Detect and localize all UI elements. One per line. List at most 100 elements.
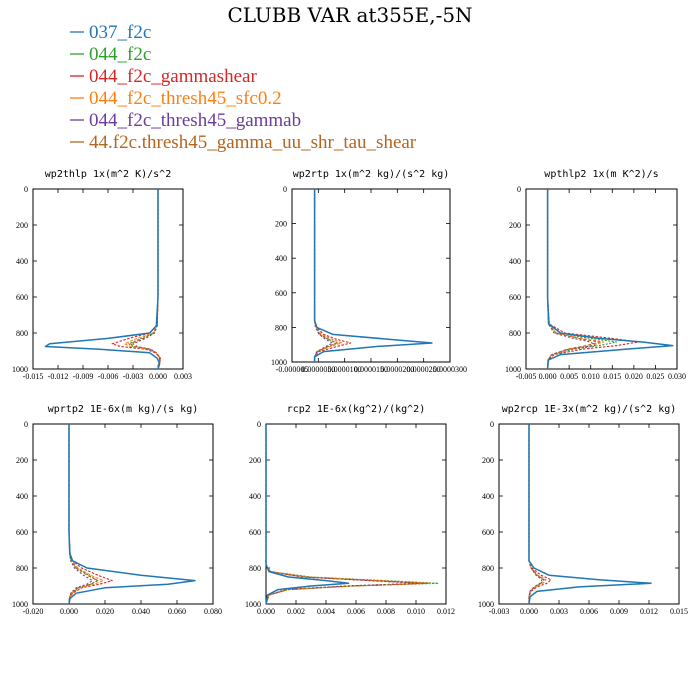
series-line: [313, 189, 433, 362]
chart-panel: wp2rcp 1E-3x(m^2 kg)/(s^2 kg) 0 200 400 600 8…: [478, 404, 688, 616]
x-tick-label: 0.0000100: [328, 365, 362, 374]
series-line: [528, 424, 547, 604]
legend-label: 044_f2c_thresh45_sfc0.2: [89, 88, 282, 109]
y-tick-label: 400: [249, 492, 261, 501]
x-tick-label: 0.0000050: [301, 365, 335, 374]
y-tick-label: 0: [490, 420, 494, 429]
legend-label: 044_f2c_gammashear: [89, 66, 257, 87]
x-tick-label: -0.012: [48, 372, 69, 381]
legend-label: 44.f2c.thresh45_gamma_uu_shr_tau_shear: [89, 132, 417, 153]
plot-frame: [498, 423, 680, 605]
legend-label: 044_f2c: [89, 44, 151, 65]
series-line: [528, 424, 543, 604]
y-tick-label: 800: [16, 564, 28, 573]
chart-panel: wprtp2 1E-6x(m kg)/(s kg) 0 200 400 600 800 10…: [12, 404, 222, 616]
y-tick-label: 400: [16, 257, 28, 266]
panel-title: rcp2 1E-6x(kg^2)/(kg^2): [287, 404, 425, 415]
series-line: [265, 424, 429, 605]
x-tick-label: 0.010: [407, 607, 425, 616]
x-tick-label: 0.000: [539, 372, 557, 381]
x-tick-label: 0.080: [204, 607, 222, 616]
y-tick-label: 800: [275, 323, 287, 332]
y-tick-label: 400: [509, 257, 521, 266]
x-tick-label: 0.006: [347, 607, 365, 616]
series-line: [68, 424, 93, 605]
y-tick-label: 0: [283, 185, 287, 194]
series-line: [68, 424, 104, 605]
legend: 037_f2c044_f2c044_f2c_gammashear044_f2c_…: [70, 22, 417, 153]
panel-title: wp2rtp 1x(m^2 kg)/(s^2 kg): [293, 169, 450, 180]
x-tick-label: 0.025: [646, 372, 664, 381]
series-line: [129, 189, 162, 370]
x-tick-label: 0.0000200: [380, 365, 414, 374]
y-tick-label: 600: [482, 528, 494, 537]
legend-item: 044_f2c_gammashear: [70, 66, 257, 87]
y-tick-label: 800: [16, 329, 28, 338]
series-line: [265, 424, 350, 605]
x-tick-label: 0.005: [560, 372, 578, 381]
x-tick-label: -0.005: [516, 372, 537, 381]
x-tick-label: 0.0000300: [433, 365, 467, 374]
x-tick-label: -0.003: [123, 372, 144, 381]
x-tick-label: 0.015: [603, 372, 621, 381]
y-tick-label: 200: [275, 220, 287, 229]
chart-panels: wp2thlp 1x(m^2 K)/s^202004006008001000-0…: [12, 169, 688, 616]
y-tick-label: 800: [249, 564, 261, 573]
y-tick-label: 800: [509, 329, 521, 338]
x-tick-label: 0.015: [670, 607, 688, 616]
y-tick-label: 0: [517, 185, 521, 194]
x-tick-label: 0.010: [582, 372, 600, 381]
plot-frame: [32, 423, 214, 605]
y-tick-label: 400: [275, 254, 287, 263]
figure-title: CLUBB VAR at355E,-5N: [227, 3, 472, 27]
y-tick-label: 1000: [478, 600, 494, 609]
x-tick-label: 0.020: [96, 607, 114, 616]
series-line: [314, 189, 334, 362]
chart-panel: wp2rtp 1x(m^2 kg)/(s^2 kg) 0 200 400 600 800 1…: [271, 169, 467, 374]
series-line: [547, 189, 639, 370]
y-tick-label: 600: [509, 293, 521, 302]
x-tick-label: 0.000: [60, 607, 78, 616]
x-tick-label: 0.000: [149, 372, 167, 381]
x-tick-label: 0.040: [132, 607, 150, 616]
y-tick-label: 0: [257, 420, 261, 429]
panel-title: wp2rcp 1E-3x(m^2 kg)/(s^2 kg): [502, 404, 677, 415]
x-tick-label: 0.012: [437, 607, 455, 616]
y-tick-label: 1000: [245, 600, 261, 609]
y-tick-label: 600: [249, 528, 261, 537]
x-tick-label: -0.009: [73, 372, 94, 381]
y-tick-label: 1000: [12, 600, 28, 609]
y-tick-label: 200: [16, 456, 28, 465]
x-tick-label: -0.006: [98, 372, 119, 381]
y-tick-label: 200: [482, 456, 494, 465]
y-tick-label: 600: [16, 528, 28, 537]
legend-item: 44.f2c.thresh45_gamma_uu_shr_tau_shear: [70, 132, 417, 153]
series-line: [547, 189, 596, 370]
series-line: [547, 189, 600, 370]
legend-label: 037_f2c: [89, 22, 151, 43]
y-tick-label: 200: [509, 221, 521, 230]
x-tick-label: -0.020: [23, 607, 44, 616]
y-tick-label: 1000: [12, 365, 28, 374]
legend-item: 044_f2c_thresh45_sfc0.2: [70, 88, 282, 109]
x-tick-label: 0.008: [377, 607, 395, 616]
y-tick-label: 400: [482, 492, 494, 501]
x-tick-label: 0.020: [625, 372, 643, 381]
y-tick-label: 200: [249, 456, 261, 465]
x-tick-label: -0.003: [489, 607, 510, 616]
y-tick-label: 600: [275, 289, 287, 298]
panel-title: wprtp2 1E-6x(m kg)/(s kg): [48, 404, 199, 415]
x-tick-label: -0.015: [23, 372, 44, 381]
x-tick-label: 0.002: [287, 607, 305, 616]
chart-panel: wpthlp2 1x(m K^2)/s 0 200 400 600 800 1000-0.0…: [505, 169, 686, 381]
series-line: [547, 189, 618, 370]
panel-title: wp2thlp 1x(m^2 K)/s^2: [45, 169, 171, 180]
legend-item: 044_f2c: [70, 44, 151, 65]
chart-panel: wp2thlp 1x(m^2 K)/s^202004006008001000-0…: [12, 169, 192, 381]
y-tick-label: 1000: [271, 358, 287, 367]
legend-label: 044_f2c_thresh45_gammab: [89, 110, 301, 131]
y-tick-label: 800: [482, 564, 494, 573]
y-tick-label: 0: [24, 185, 28, 194]
series-line: [132, 189, 161, 370]
series-line: [528, 424, 545, 604]
